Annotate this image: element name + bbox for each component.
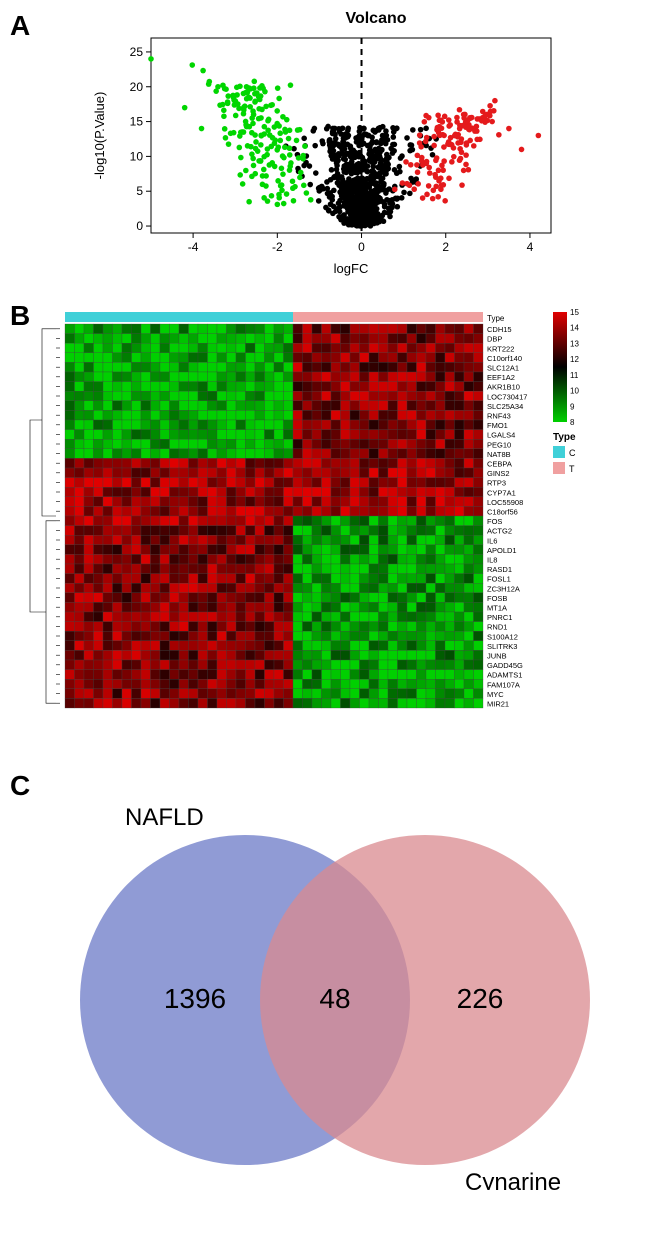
svg-text:-log10(P.Value): -log10(P.Value) — [92, 92, 107, 180]
svg-text:10: 10 — [570, 387, 579, 396]
svg-text:14: 14 — [570, 324, 579, 333]
svg-text:15: 15 — [570, 308, 579, 317]
svg-text:10: 10 — [130, 149, 144, 163]
svg-text:FOSL1: FOSL1 — [487, 575, 511, 584]
volcano-title: Volcano — [110, 10, 642, 28]
svg-text:FAM107A: FAM107A — [487, 680, 520, 689]
svg-text:CEBPA: CEBPA — [487, 460, 512, 469]
svg-text:4: 4 — [527, 240, 534, 254]
panel-b-label: B — [10, 300, 30, 332]
svg-text:JUNB: JUNB — [487, 652, 507, 661]
svg-text:226: 226 — [457, 983, 504, 1014]
svg-text:13: 13 — [570, 339, 579, 348]
svg-text:FMO1: FMO1 — [487, 421, 508, 430]
svg-text:ADAMTS1: ADAMTS1 — [487, 671, 522, 680]
svg-text:48: 48 — [319, 983, 350, 1014]
svg-text:APOLD1: APOLD1 — [487, 546, 517, 555]
svg-text:C: C — [569, 448, 576, 458]
svg-text:-2: -2 — [272, 240, 283, 254]
svg-text:15: 15 — [130, 115, 144, 129]
svg-text:11: 11 — [570, 371, 579, 380]
svg-text:FOSB: FOSB — [487, 594, 507, 603]
svg-text:PEG10: PEG10 — [487, 440, 511, 449]
svg-text:CYP7A1: CYP7A1 — [487, 488, 516, 497]
svg-text:1396: 1396 — [164, 983, 226, 1014]
svg-text:SLC25A34: SLC25A34 — [487, 402, 523, 411]
panel-a: A Volcano -4 -2 0 2 4 0 5 10 15 20 25 logFC -log10(P… — [10, 10, 642, 280]
svg-text:FOS: FOS — [487, 517, 502, 526]
svg-text:RND1: RND1 — [487, 623, 507, 632]
svg-text:MYC: MYC — [487, 690, 504, 699]
svg-text:PNRC1: PNRC1 — [487, 613, 512, 622]
panel-b: B CDH15DBPKRT222C10orf140SLC12A1EEF1A2AK… — [10, 300, 642, 750]
svg-text:Cynarine: Cynarine — [465, 1169, 561, 1190]
svg-text:MIR21: MIR21 — [487, 700, 509, 709]
svg-text:12: 12 — [570, 355, 579, 364]
svg-text:5: 5 — [136, 184, 143, 198]
svg-text:ACTG2: ACTG2 — [487, 527, 512, 536]
svg-text:0: 0 — [136, 219, 143, 233]
panel-c: C NAFLD Cynarine 1396 48 226 — [10, 770, 642, 1200]
svg-text:CDH15: CDH15 — [487, 325, 512, 334]
svg-text:8: 8 — [570, 418, 575, 427]
svg-text:2: 2 — [442, 240, 449, 254]
svg-text:logFC: logFC — [334, 261, 369, 276]
svg-text:NAFLD: NAFLD — [125, 804, 204, 831]
svg-text:GINS2: GINS2 — [487, 469, 510, 478]
svg-text:T: T — [569, 464, 575, 474]
svg-text:-4: -4 — [188, 240, 199, 254]
svg-text:ZC3H12A: ZC3H12A — [487, 584, 520, 593]
svg-text:20: 20 — [130, 80, 144, 94]
svg-text:S100A12: S100A12 — [487, 632, 518, 641]
venn-diagram: NAFLD Cynarine 1396 48 226 — [10, 770, 630, 1190]
svg-text:C18orf56: C18orf56 — [487, 508, 518, 517]
svg-text:MT1A: MT1A — [487, 604, 507, 613]
svg-text:IL8: IL8 — [487, 556, 497, 565]
svg-text:RNF43: RNF43 — [487, 412, 511, 421]
panel-c-label: C — [10, 770, 30, 802]
svg-text:Type: Type — [487, 314, 505, 323]
svg-text:GADD45G: GADD45G — [487, 661, 523, 670]
svg-text:RTP3: RTP3 — [487, 479, 506, 488]
svg-text:LOC730417: LOC730417 — [487, 392, 527, 401]
svg-text:Type: Type — [553, 432, 576, 443]
svg-text:SLITRK3: SLITRK3 — [487, 642, 517, 651]
volcano-plot: -4 -2 0 2 4 0 5 10 15 20 25 logFC -log10(P.Value) — [86, 28, 566, 278]
svg-text:SLC12A1: SLC12A1 — [487, 364, 519, 373]
svg-text:LGALS4: LGALS4 — [487, 431, 515, 440]
svg-text:RASD1: RASD1 — [487, 565, 512, 574]
svg-text:C10orf140: C10orf140 — [487, 354, 522, 363]
svg-text:EEF1A2: EEF1A2 — [487, 373, 515, 382]
svg-text:AKR1B10: AKR1B10 — [487, 383, 520, 392]
heatmap: CDH15DBPKRT222C10orf140SLC12A1EEF1A2AKR1… — [10, 300, 642, 750]
svg-text:KRT222: KRT222 — [487, 344, 514, 353]
svg-text:25: 25 — [130, 45, 144, 59]
panel-a-label: A — [10, 10, 30, 42]
svg-text:LOC55908: LOC55908 — [487, 498, 523, 507]
svg-text:IL6: IL6 — [487, 536, 497, 545]
svg-text:9: 9 — [570, 402, 575, 411]
svg-text:DBP: DBP — [487, 335, 502, 344]
svg-text:0: 0 — [358, 240, 365, 254]
svg-text:NAT8B: NAT8B — [487, 450, 511, 459]
